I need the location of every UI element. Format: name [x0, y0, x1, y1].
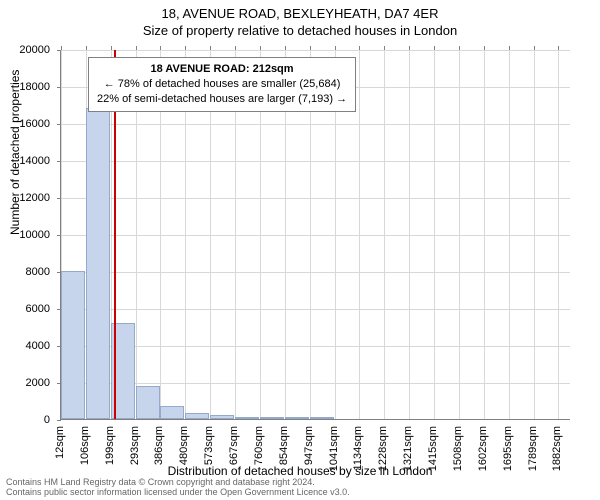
- x-tick-mark: [285, 46, 286, 50]
- y-tick-label: 14000: [0, 155, 50, 167]
- gridline-v: [384, 50, 385, 419]
- y-tick-label: 12000: [0, 192, 50, 204]
- x-tick-mark: [359, 46, 360, 50]
- histogram-bar: [235, 417, 259, 419]
- y-tick-label: 6000: [0, 303, 50, 315]
- y-tick-label: 4000: [0, 340, 50, 352]
- gridline-h: [61, 198, 570, 199]
- x-tick-mark: [509, 46, 510, 50]
- x-tick-mark: [558, 46, 559, 50]
- x-tick-mark: [384, 46, 385, 50]
- gridline-h: [61, 383, 570, 384]
- histogram-bar: [136, 386, 160, 419]
- histogram-chart: 18, AVENUE ROAD, BEXLEYHEATH, DA7 4ER Si…: [0, 0, 600, 500]
- x-tick-mark: [86, 46, 87, 50]
- gridline-h: [61, 161, 570, 162]
- gridline-h: [61, 272, 570, 273]
- x-tick-mark: [409, 46, 410, 50]
- chart-title-main: 18, AVENUE ROAD, BEXLEYHEATH, DA7 4ER: [0, 0, 600, 21]
- x-tick-mark: [335, 46, 336, 50]
- histogram-bar: [61, 271, 85, 419]
- gridline-h: [61, 346, 570, 347]
- histogram-bar: [260, 417, 284, 419]
- annotation-line-2: ← 78% of detached houses are smaller (25…: [104, 78, 341, 90]
- x-tick-mark: [160, 46, 161, 50]
- x-axis-label: Distribution of detached houses by size …: [0, 464, 600, 478]
- annotation-line-3: 22% of semi-detached houses are larger (…: [97, 93, 347, 105]
- footer-attribution: Contains HM Land Registry data © Crown c…: [6, 478, 594, 498]
- histogram-bar: [86, 108, 110, 419]
- gridline-v: [534, 50, 535, 419]
- gridline-h: [61, 124, 570, 125]
- footer-line-1: Contains HM Land Registry data © Crown c…: [6, 477, 315, 487]
- gridline-h: [61, 309, 570, 310]
- x-tick-mark: [61, 46, 62, 50]
- histogram-bar: [310, 417, 334, 419]
- gridline-h: [61, 50, 570, 51]
- x-tick-label: 854sqm: [278, 426, 290, 465]
- x-tick-mark: [484, 46, 485, 50]
- x-tick-mark: [260, 46, 261, 50]
- x-tick-label: 760sqm: [253, 426, 265, 465]
- x-tick-mark: [310, 46, 311, 50]
- gridline-v: [359, 50, 360, 419]
- y-tick-label: 8000: [0, 266, 50, 278]
- y-axis-ticks: 0200040006000800010000120001400016000180…: [0, 50, 55, 420]
- gridline-v: [459, 50, 460, 419]
- x-tick-label: 199sqm: [104, 426, 116, 465]
- x-tick-label: 106sqm: [79, 426, 91, 465]
- footer-line-2: Contains public sector information licen…: [6, 487, 350, 497]
- histogram-bar: [160, 406, 184, 419]
- gridline-v: [434, 50, 435, 419]
- x-tick-label: 573sqm: [203, 426, 215, 465]
- chart-title-sub: Size of property relative to detached ho…: [0, 21, 600, 38]
- y-tick-label: 2000: [0, 377, 50, 389]
- y-tick-label: 16000: [0, 118, 50, 130]
- gridline-v: [484, 50, 485, 419]
- x-tick-mark: [111, 46, 112, 50]
- gridline-h: [61, 235, 570, 236]
- histogram-bar: [210, 415, 234, 419]
- y-tick-label: 10000: [0, 229, 50, 241]
- y-tick-label: 18000: [0, 81, 50, 93]
- gridline-v: [558, 50, 559, 419]
- x-tick-label: 480sqm: [178, 426, 190, 465]
- gridline-v: [409, 50, 410, 419]
- annotation-line-1: 18 AVENUE ROAD: 212sqm: [151, 63, 294, 75]
- x-tick-mark: [136, 46, 137, 50]
- histogram-bar: [185, 413, 209, 419]
- x-tick-label: 12sqm: [54, 426, 66, 459]
- x-tick-label: 386sqm: [153, 426, 165, 465]
- annotation-box: 18 AVENUE ROAD: 212sqm ← 78% of detached…: [88, 57, 356, 112]
- y-tick-label: 0: [0, 414, 50, 426]
- x-tick-mark: [459, 46, 460, 50]
- gridline-v: [509, 50, 510, 419]
- x-tick-label: 293sqm: [129, 426, 141, 465]
- x-tick-mark: [185, 46, 186, 50]
- x-tick-mark: [235, 46, 236, 50]
- histogram-bar: [285, 417, 309, 419]
- x-axis-ticks: 12sqm106sqm199sqm293sqm386sqm480sqm573sq…: [60, 420, 570, 464]
- x-tick-label: 947sqm: [303, 426, 315, 465]
- x-tick-label: 667sqm: [228, 426, 240, 465]
- x-tick-mark: [434, 46, 435, 50]
- y-tick-label: 20000: [0, 44, 50, 56]
- plot-area: 18 AVENUE ROAD: 212sqm ← 78% of detached…: [60, 50, 570, 420]
- x-tick-mark: [534, 46, 535, 50]
- x-tick-mark: [210, 46, 211, 50]
